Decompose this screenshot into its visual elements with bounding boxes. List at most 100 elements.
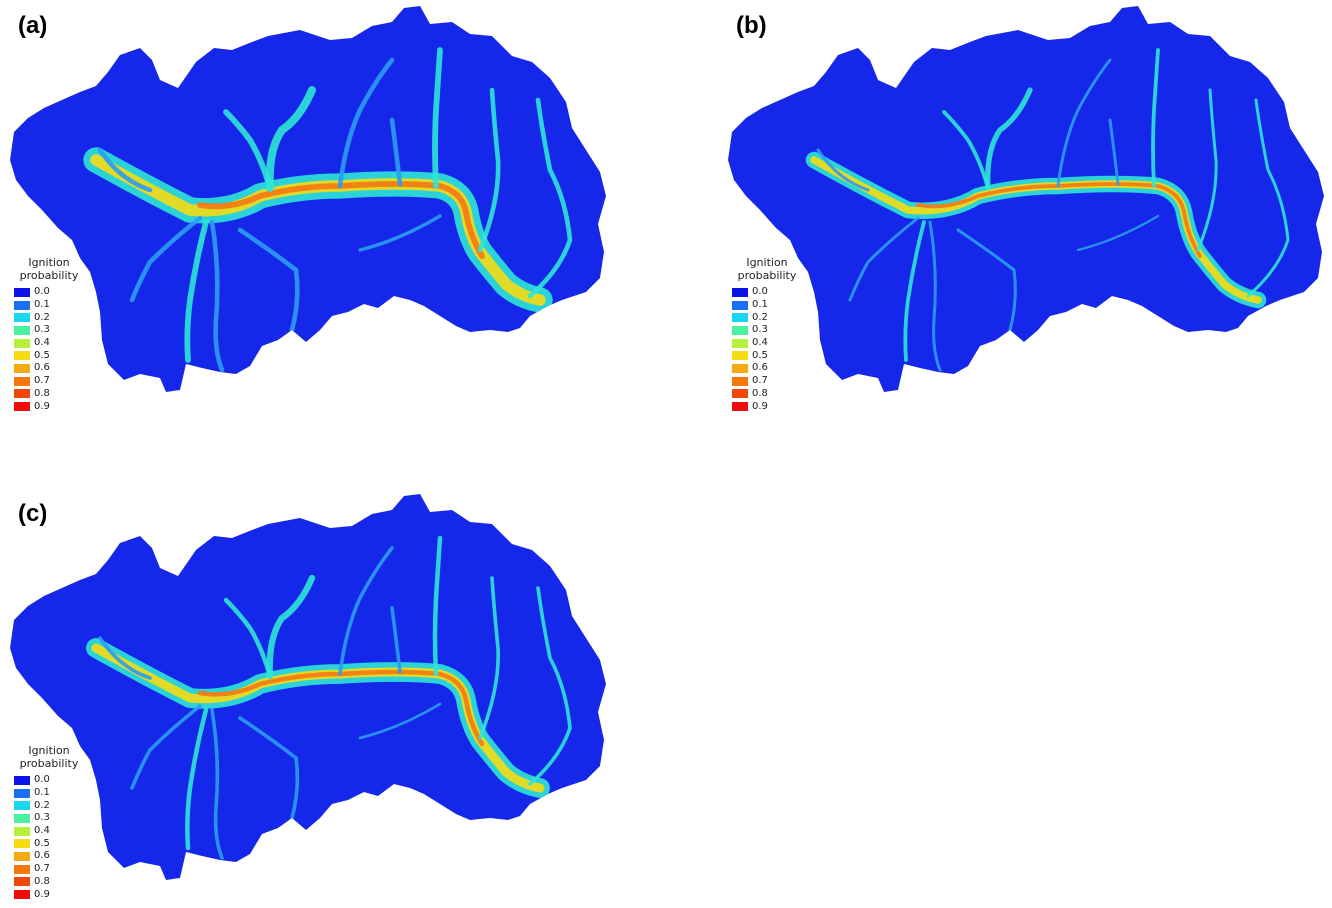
legend-item: 0.0 <box>14 774 94 787</box>
valley-path <box>1056 58 1112 188</box>
legend-label: 0.1 <box>34 299 50 311</box>
legend-swatch <box>14 826 30 836</box>
valley-path <box>337 57 395 189</box>
valley-path <box>358 214 442 252</box>
legend-item: 0.4 <box>732 337 812 350</box>
legend-swatch <box>14 325 30 335</box>
valley-path <box>527 97 573 299</box>
legend-item: 0.7 <box>14 375 94 388</box>
legend-title: Ignition probability <box>14 744 84 770</box>
legend-item: 0.1 <box>14 787 94 800</box>
map-panel-a: (a) Ignition probability 0.0 0.1 0.2 0.3 0.4… <box>0 0 640 420</box>
legend-label: 0.6 <box>752 362 768 374</box>
legend-swatch <box>14 287 30 297</box>
valley-path <box>1108 118 1120 186</box>
valley-path <box>209 219 225 373</box>
valley-path <box>185 707 209 851</box>
valley-path <box>130 704 202 790</box>
valley-network <box>86 535 572 860</box>
legend-swatch <box>732 389 748 399</box>
legend-a: Ignition probability 0.0 0.1 0.2 0.3 0.4 0.5 0… <box>14 256 94 413</box>
legend-label: 0.4 <box>34 825 50 837</box>
valley-path <box>432 535 443 677</box>
legend-item: 0.3 <box>14 812 94 825</box>
legend-item: 0.6 <box>14 362 94 375</box>
valley-path <box>184 219 209 363</box>
valley-path <box>98 636 152 680</box>
legend-label: 0.2 <box>34 799 50 811</box>
valley-path <box>338 546 394 676</box>
map-panel-b: (b) Ignition probability 0.0 0.1 0.2 0.3 0.4… <box>718 0 1332 420</box>
valley-path <box>1076 214 1160 252</box>
ignition-map-b <box>728 6 1324 392</box>
legend-swatch <box>732 338 748 348</box>
legend-label: 0.5 <box>752 349 768 361</box>
legend-swatch <box>14 788 30 798</box>
legend-item: 0.0 <box>732 286 812 299</box>
legend-swatch <box>14 775 30 785</box>
valley-path <box>210 708 224 860</box>
valley-network <box>805 48 1290 372</box>
valley-network <box>83 47 573 373</box>
legend-label: 0.2 <box>752 311 768 323</box>
valley-path <box>528 586 572 786</box>
valley-path <box>477 87 501 253</box>
legend-title-line2: probability <box>19 757 79 770</box>
valley-path <box>1196 88 1218 252</box>
legend-item: 0.5 <box>14 837 94 850</box>
valley-path <box>129 215 203 303</box>
legend-label: 0.7 <box>752 375 768 387</box>
legend-swatch <box>14 813 30 823</box>
legend-title-line2: probability <box>19 269 79 282</box>
map-panel-c: (c) Ignition probability 0.0 0.1 0.2 0.3 0.4… <box>0 488 640 908</box>
legend-swatch <box>14 338 30 348</box>
legend-swatch <box>732 287 748 297</box>
ignition-map-c <box>10 494 606 880</box>
valley-path <box>238 716 300 820</box>
legend-swatch <box>14 839 30 849</box>
legend-item: 0.6 <box>14 850 94 863</box>
legend-label: 0.0 <box>752 286 768 298</box>
legend-title-line1: Ignition <box>28 744 70 757</box>
legend-item: 0.3 <box>732 324 812 337</box>
legend-swatch <box>732 300 748 310</box>
legend-b: Ignition probability 0.0 0.1 0.2 0.3 0.4 0.5 0… <box>732 256 812 413</box>
legend-swatch <box>14 890 30 900</box>
panel-label-a: (a) <box>18 12 48 39</box>
valley-path <box>358 702 442 740</box>
valley-path <box>928 220 942 372</box>
legend-items: 0.0 0.1 0.2 0.3 0.4 0.5 0.6 0.7 0.8 0.9 <box>14 774 94 901</box>
legend-item: 0.0 <box>14 286 94 299</box>
legend-label: 0.7 <box>34 375 50 387</box>
legend-label: 0.7 <box>34 863 50 875</box>
legend-swatch <box>732 376 748 386</box>
legend-swatch <box>732 325 748 335</box>
valley-path <box>956 228 1017 332</box>
legend-item: 0.6 <box>732 362 812 375</box>
legend-c: Ignition probability 0.0 0.1 0.2 0.3 0.4 0.5 0… <box>14 744 94 901</box>
legend-swatch <box>732 402 748 412</box>
valley-path <box>848 216 920 302</box>
legend-item: 0.9 <box>14 400 94 413</box>
legend-item: 0.5 <box>14 349 94 362</box>
legend-label: 0.9 <box>34 400 50 412</box>
valley-path <box>390 606 402 674</box>
legend-label: 0.4 <box>752 337 768 349</box>
legend-label: 0.9 <box>752 400 768 412</box>
legend-label: 0.4 <box>34 337 50 349</box>
valley-path <box>223 597 273 679</box>
legend-item: 0.4 <box>14 825 94 838</box>
legend-label: 0.2 <box>34 311 50 323</box>
legend-swatch <box>14 300 30 310</box>
valley-path <box>903 220 926 362</box>
legend-items: 0.0 0.1 0.2 0.3 0.4 0.5 0.6 0.7 0.8 0.9 <box>14 286 94 413</box>
legend-label: 0.3 <box>752 324 768 336</box>
legend-item: 0.2 <box>732 311 812 324</box>
valley-path <box>265 86 316 192</box>
legend-label: 0.0 <box>34 286 50 298</box>
legend-item: 0.1 <box>732 299 812 312</box>
legend-label: 0.6 <box>34 850 50 862</box>
legend-label: 0.3 <box>34 812 50 824</box>
legend-swatch <box>14 801 30 811</box>
valley-path <box>1246 98 1290 298</box>
